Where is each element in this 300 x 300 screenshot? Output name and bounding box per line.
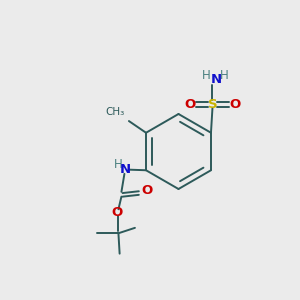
Text: O: O [230,98,241,111]
Text: CH₃: CH₃ [106,107,125,117]
Text: N: N [211,73,222,85]
Text: O: O [112,206,123,219]
Text: H: H [202,69,211,82]
Text: O: O [184,98,195,111]
Text: H: H [114,158,123,171]
Text: H: H [220,69,228,82]
Text: N: N [119,163,130,176]
Text: O: O [141,184,152,197]
Text: S: S [208,98,217,111]
